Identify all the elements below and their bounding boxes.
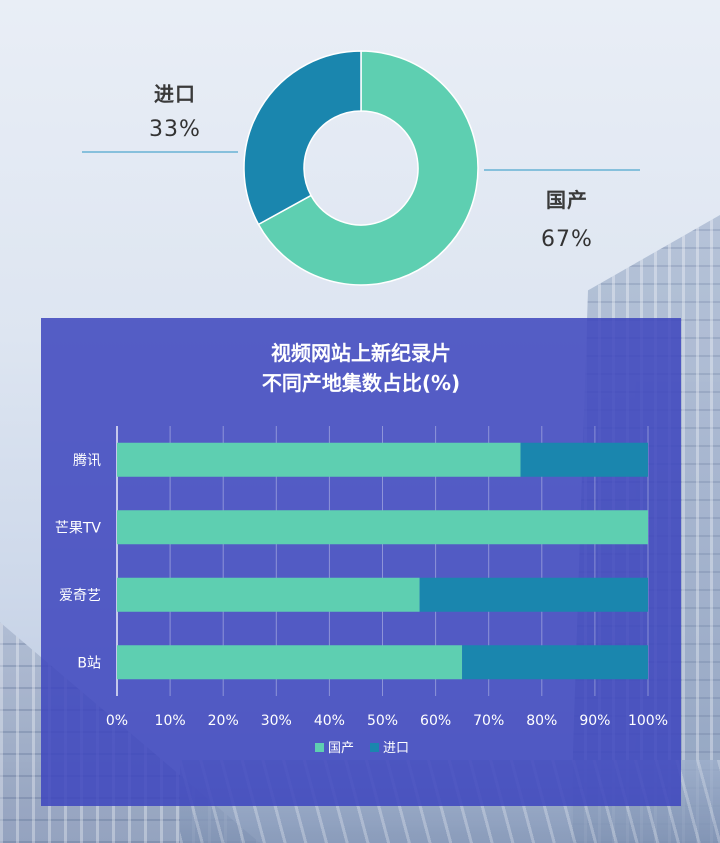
donut-label-import-name: 进口: [154, 82, 196, 106]
donut-slice-0: [257, 50, 479, 286]
y-category-label: 腾讯: [73, 452, 101, 469]
x-tick-label: 100%: [628, 713, 668, 729]
x-tick-label: 60%: [420, 713, 451, 729]
bar-domestic-3: [117, 645, 463, 680]
x-tick-label: 70%: [473, 713, 504, 729]
donut-label-import: 进口 33%: [130, 78, 220, 142]
bar-import-3: [462, 645, 648, 680]
bar-chart-panel: 视频网站上新纪录片 不同产地集数占比(%) 腾讯芒果TV 爱奇艺 B站 0% 10% 2…: [41, 318, 681, 806]
chart-title-line-2: 不同产地集数占比(%): [261, 371, 461, 395]
x-tick-label: 50%: [367, 713, 398, 729]
x-tick-label: 40%: [314, 713, 345, 729]
donut-label-domestic-pct: 67%: [541, 227, 593, 252]
legend-label-0: 国产: [328, 741, 354, 756]
legend-label-1: 进口: [383, 741, 409, 756]
x-tick-label: 30%: [261, 713, 292, 729]
x-tick-label: 80%: [526, 713, 557, 729]
bar-import-2: [419, 577, 648, 612]
bar-domestic-1: [117, 510, 648, 545]
x-tick-label: 0%: [106, 713, 128, 729]
donut-label-domestic-name: 国产: [546, 188, 588, 212]
legend-swatch-0: [315, 743, 324, 752]
legend-swatch-1: [370, 743, 379, 752]
bar-import-0: [520, 442, 648, 477]
x-tick-label: 20%: [208, 713, 239, 729]
y-category-label: B站: [77, 655, 101, 671]
donut-label-domestic: 国产 67%: [522, 184, 612, 252]
donut-label-import-pct: 33%: [149, 117, 201, 142]
bar-domestic-2: [117, 577, 420, 612]
x-tick-label: 10%: [155, 713, 186, 729]
x-tick-label: 90%: [579, 713, 610, 729]
donut-chart: [82, 50, 640, 286]
y-category-label: 爱奇艺: [59, 587, 101, 604]
bar-domestic-0: [117, 442, 521, 477]
donut-slice-1: [243, 50, 362, 226]
y-category-label: 芒果TV: [55, 520, 102, 536]
chart-title: 视频网站上新纪录片 不同产地集数占比(%): [41, 338, 681, 398]
chart-title-line-1: 视频网站上新纪录片: [271, 341, 451, 365]
